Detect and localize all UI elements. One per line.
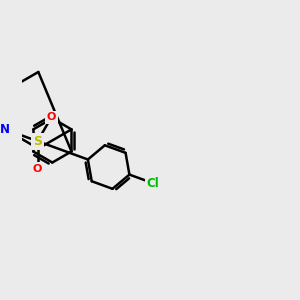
Text: O: O — [33, 164, 42, 174]
Text: O: O — [46, 112, 56, 122]
Text: S: S — [33, 135, 42, 148]
Text: N: N — [0, 123, 10, 136]
Text: Cl: Cl — [146, 177, 159, 190]
